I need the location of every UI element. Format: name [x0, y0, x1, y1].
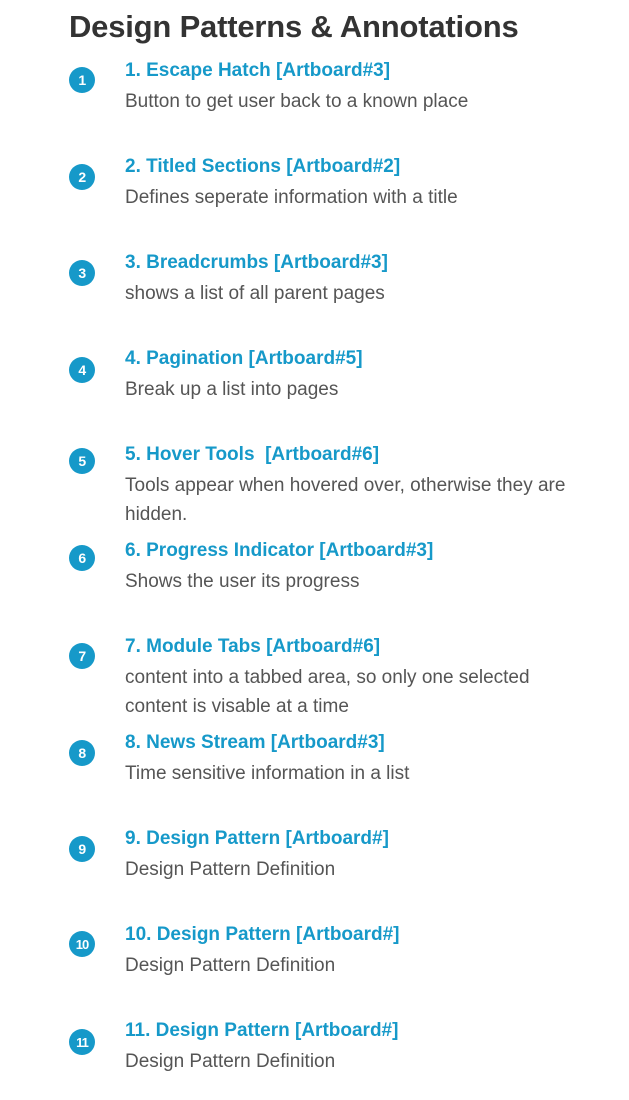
annotation-title: 11. Design Pattern [Artboard#] [125, 1020, 399, 1041]
annotation-title: 3. Breadcrumbs [Artboard#3] [125, 252, 388, 273]
number-badge-icon: 4 [69, 357, 95, 383]
number-badge-icon: 3 [69, 260, 95, 286]
annotation-description: Break up a list into pages [125, 379, 339, 400]
annotation-title: 5. Hover Tools [Artboard#6] [125, 444, 380, 465]
page-title: Design Patterns & Annotations [69, 9, 519, 44]
number-badge-icon: 7 [69, 643, 95, 669]
number-badge-icon: 5 [69, 448, 95, 474]
number-badge-icon: 8 [69, 740, 95, 766]
annotation-title: 8. News Stream [Artboard#3] [125, 732, 385, 753]
annotation-description: shows a list of all parent pages [125, 283, 385, 304]
number-badge-icon: 11 [69, 1029, 95, 1055]
annotation-description: Design Pattern Definition [125, 1051, 336, 1072]
annotation-title: 4. Pagination [Artboard#5] [125, 348, 363, 369]
annotation-title: 7. Module Tabs [Artboard#6] [125, 636, 381, 657]
annotation-title: 6. Progress Indicator [Artboard#3] [125, 540, 434, 561]
annotation-description: Tools appear when hovered over, otherwis… [125, 475, 566, 525]
annotation-title: 10. Design Pattern [Artboard#] [125, 924, 400, 945]
annotation-description: Button to get user back to a known place [125, 91, 469, 112]
annotation-description: Design Pattern Definition [125, 955, 336, 976]
annotation-description: Shows the user its progress [125, 571, 360, 592]
annotation-description: Defines seperate information with a titl… [125, 187, 458, 208]
annotation-title: 1. Escape Hatch [Artboard#3] [125, 60, 391, 81]
number-badge-icon: 10 [69, 931, 95, 957]
annotation-description: content into a tabbed area, so only one … [125, 667, 530, 717]
annotation-description: Time sensitive information in a list [125, 763, 410, 784]
number-badge-icon: 9 [69, 836, 95, 862]
number-badge-icon: 1 [69, 67, 95, 93]
number-badge-icon: 6 [69, 545, 95, 571]
annotation-title: 2. Titled Sections [Artboard#2] [125, 156, 401, 177]
annotation-description: Design Pattern Definition [125, 859, 336, 880]
number-badge-icon: 2 [69, 164, 95, 190]
annotation-title: 9. Design Pattern [Artboard#] [125, 828, 389, 849]
